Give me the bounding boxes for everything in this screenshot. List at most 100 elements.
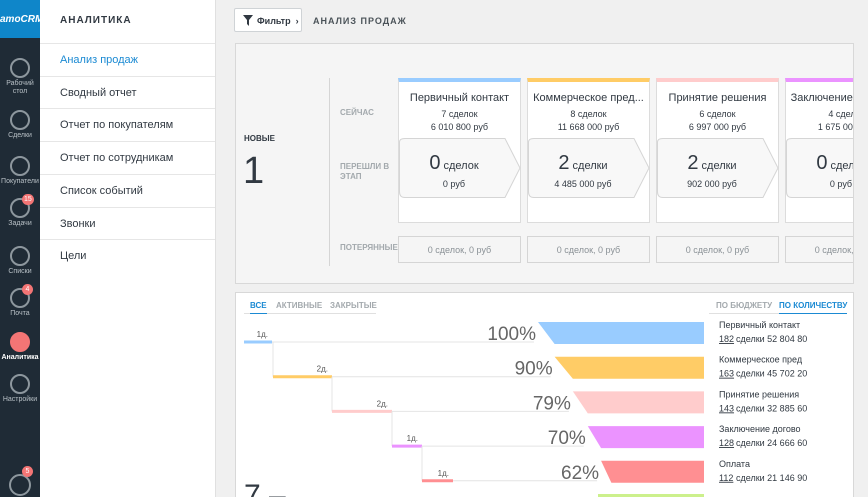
stage-deals: 6 сделок	[699, 109, 736, 119]
nav-label[interactable]: Аналитика	[1, 354, 39, 361]
deal-summary: сделки 24 666 60	[736, 438, 807, 448]
sidebar: amoCRM Рабочий стол Сделки Покупатели Задач…	[0, 0, 40, 497]
modes-line	[709, 313, 844, 314]
duration: 1д.	[438, 469, 449, 478]
moved: 2 сделки	[528, 152, 638, 175]
stage-name: Заключение договора	[790, 92, 853, 104]
nav-label[interactable]: Списки	[8, 268, 32, 275]
nav-label[interactable]: Рабочий стол	[6, 80, 34, 95]
funnel-bar	[572, 391, 704, 414]
deal-count: 163	[719, 369, 734, 379]
page-title: АНАЛИЗ ПРОДАЖ	[313, 16, 407, 26]
deal-summary: сделки 21 146 90	[736, 473, 807, 483]
stage-name: Коммерческое пред...	[533, 92, 644, 104]
menu-item[interactable]: Список событий	[40, 173, 215, 207]
logo[interactable]: amoCRM	[0, 0, 40, 38]
moved-count: 0	[429, 152, 441, 174]
moved-count: 0	[816, 152, 828, 174]
badge: 5	[22, 466, 33, 477]
stage-deals: 8 сделок	[570, 109, 607, 119]
nav-icon[interactable]	[10, 198, 30, 218]
stage-deals: 4 сделки	[828, 109, 853, 119]
funnel-bar	[538, 322, 704, 344]
nav-label[interactable]: Задачи	[8, 220, 32, 227]
percent: 100%	[487, 324, 536, 345]
nav-icon[interactable]	[10, 246, 30, 266]
row-label: ПЕРЕШЛИ В ЭТАП	[340, 162, 390, 181]
row-label: СЕЙЧАС	[340, 108, 374, 117]
duration: 1д.	[407, 434, 418, 443]
moved-arrow	[399, 138, 521, 198]
menu-item[interactable]: Анализ продаж	[40, 43, 215, 76]
menu-title: АНАЛИТИКА	[60, 15, 132, 26]
badge: 15	[22, 194, 34, 205]
stage: Первичный контакт 7 сделок 6 010 800 руб 0 с…	[398, 78, 521, 223]
deal-count: 112	[719, 473, 733, 483]
stage-deals: 7 сделок	[441, 109, 478, 119]
stage-name: Оплата	[719, 459, 750, 469]
menu-item[interactable]: Сводный отчет	[40, 75, 215, 109]
mode[interactable]: ПО КОЛИЧЕСТВУ	[779, 301, 848, 314]
menu-item[interactable]: Отчет по сотрудникам	[40, 141, 215, 174]
row-label: ПОТЕРЯННЫЕ	[340, 243, 398, 252]
nav-label[interactable]: Почта	[10, 310, 30, 317]
funnel-bar	[587, 426, 704, 449]
moved-word: сделок	[830, 160, 853, 172]
badge: 4	[22, 284, 33, 295]
duration: 2д.	[377, 399, 388, 408]
total: 7 –	[244, 479, 286, 497]
filter-button[interactable]: Фильтр ›	[234, 8, 302, 32]
nav-icon[interactable]	[10, 288, 30, 308]
moved-word: сделки	[701, 160, 737, 172]
tab[interactable]: ВСЕ	[250, 301, 267, 314]
stage: Коммерческое пред... 8 сделок 11 668 000 р…	[527, 78, 650, 223]
deal-summary: сделки 52 804 80	[736, 334, 807, 344]
funnel-bar	[601, 460, 704, 483]
stage-name: Коммерческое пред	[719, 355, 803, 365]
deal-summary: сделки 45 702 20	[736, 369, 807, 379]
menu-item[interactable]: Звонки	[40, 206, 215, 240]
stage-sum: 1 675 000 руб	[817, 122, 853, 132]
percent: 90%	[515, 359, 553, 380]
menu-item[interactable]: Цели	[40, 239, 215, 272]
moved-count: 2	[687, 152, 699, 174]
lost: 0 сделок, 0 руб	[398, 236, 521, 263]
nav-icon[interactable]	[10, 156, 30, 176]
chat-icon[interactable]	[9, 474, 31, 496]
moved-arrow	[657, 138, 779, 198]
nav-icon[interactable]	[10, 332, 30, 352]
nav-icon[interactable]	[10, 58, 30, 78]
nav-icon[interactable]	[10, 110, 30, 130]
moved-sum: 0 руб	[442, 179, 466, 189]
nav-label[interactable]: Сделки	[8, 132, 32, 139]
deal-count: 182	[719, 334, 734, 344]
lost: 0 сделок, 0 руб	[785, 236, 853, 263]
stage-sum: 6 010 800 руб	[430, 122, 489, 132]
moved-sum: 0 руб	[829, 179, 853, 189]
duration: 2д.	[317, 365, 328, 374]
tabs-line	[244, 313, 376, 314]
nav-label[interactable]: Настройки	[2, 396, 38, 403]
duration: 1д.	[257, 330, 268, 339]
moved-word: сделок	[443, 160, 479, 172]
pipeline-card: НОВЫЕ 1 СЕЙЧАС ПЕРЕШЛИ В ЭТАП ПОТЕРЯННЫЕ Пе…	[235, 43, 854, 284]
stage-sum: 6 997 000 руб	[688, 122, 747, 132]
funnel-bar	[554, 356, 704, 379]
nav-icon[interactable]	[10, 374, 30, 394]
mode[interactable]: ПО БЮДЖЕТУ	[716, 301, 773, 310]
tab[interactable]: ЗАКРЫТЫЕ	[330, 301, 377, 310]
moved-arrow	[528, 138, 650, 198]
percent: 79%	[533, 393, 571, 414]
stage-name: Принятие решения	[719, 389, 799, 399]
percent: 62%	[561, 463, 599, 484]
moved-arrow	[786, 138, 853, 198]
moved-sum: 902 000 руб	[687, 179, 737, 189]
nav-label[interactable]: Покупатели	[1, 178, 39, 185]
moved-sum: 4 485 000 руб	[554, 179, 612, 189]
tab[interactable]: АКТИВНЫЕ	[276, 301, 323, 310]
menu-item[interactable]: Отчет по покупателям	[40, 108, 215, 141]
new-label: НОВЫЕ	[244, 134, 275, 143]
stage-name: Первичный контакт	[719, 320, 800, 330]
